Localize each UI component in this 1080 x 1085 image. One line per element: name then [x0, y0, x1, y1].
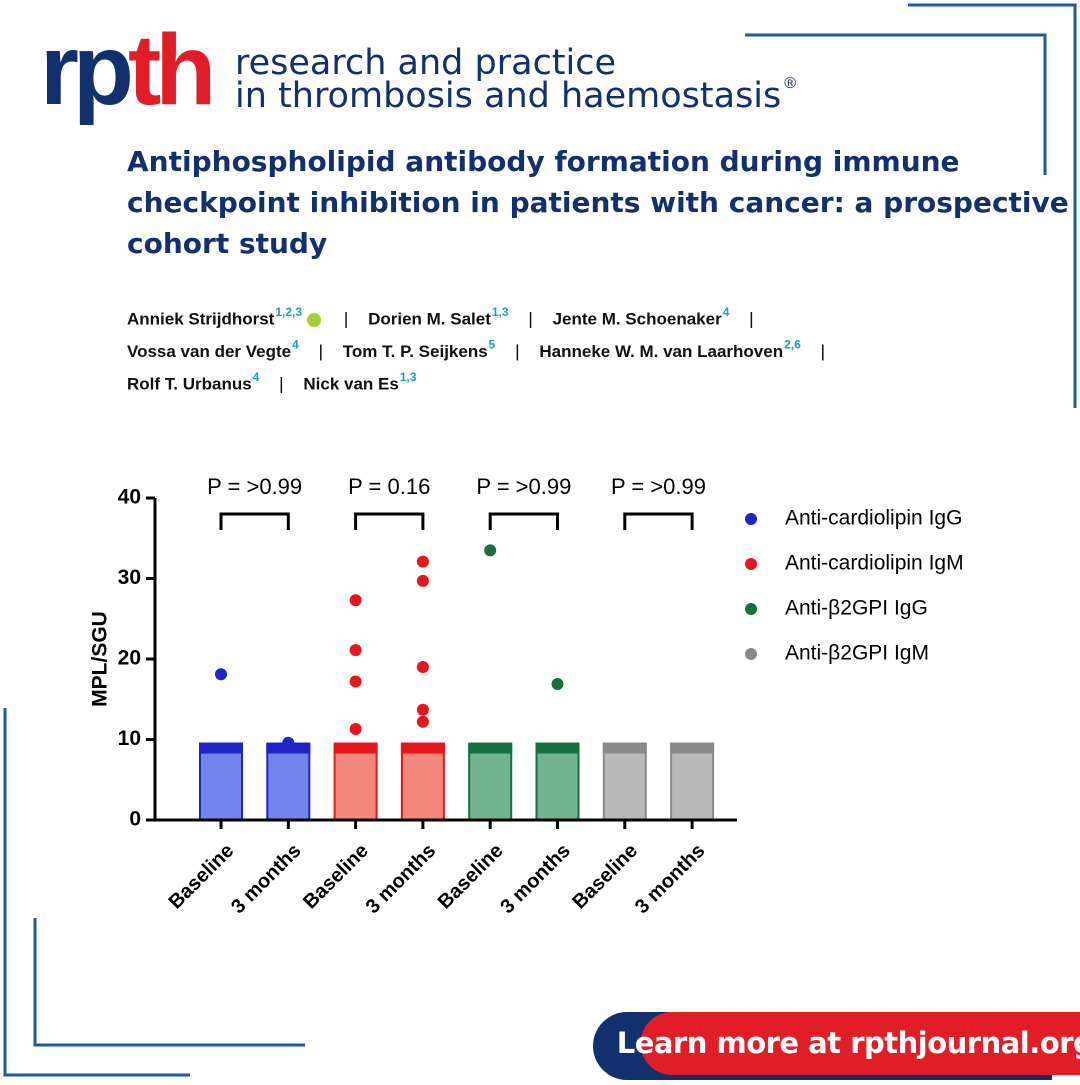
bar-median — [603, 744, 647, 754]
bar-median — [334, 744, 378, 754]
author-name: Vossa van der Vegte — [127, 342, 291, 361]
author-affiliation: 1,3 — [400, 370, 417, 384]
legend-label: Anti-β2GPI IgG — [785, 597, 928, 620]
article-title: Antiphospholipid antibody formation duri… — [127, 145, 960, 178]
author-name: Dorien M. Salet — [368, 309, 491, 328]
author-name: Rolf T. Urbanus — [127, 374, 252, 393]
bar-median — [536, 744, 580, 754]
author-affiliation: 5 — [489, 338, 496, 352]
author-name: Tom T. P. Seijkens — [343, 342, 488, 361]
data-point — [350, 676, 362, 688]
legend-label: Anti-β2GPI IgM — [785, 642, 929, 665]
author-name: Anniek Strijdhorst — [127, 309, 275, 328]
p-value: P = >0.99 — [611, 474, 706, 499]
bar — [267, 744, 309, 820]
y-tick-label: 10 — [118, 727, 141, 750]
data-point — [417, 661, 429, 673]
x-tick-label: 3 months — [227, 840, 305, 918]
x-tick-label: 3 months — [496, 840, 574, 918]
author-affiliation: 1,2,3 — [275, 305, 302, 319]
comparison-bracket — [625, 514, 692, 530]
data-point — [417, 575, 429, 587]
logo-th: th — [128, 14, 210, 126]
bar — [537, 744, 579, 820]
data-point — [417, 556, 429, 568]
author-affiliation: 4 — [723, 305, 730, 319]
data-point — [215, 668, 227, 680]
y-tick-label: 20 — [118, 647, 141, 670]
data-point — [417, 704, 429, 716]
legend-label: Anti-cardiolipin IgM — [785, 552, 964, 575]
data-point — [282, 737, 294, 749]
author-affiliation: 4 — [253, 370, 260, 384]
cta-text[interactable]: Learn more at rpthjournal.org — [617, 1026, 1080, 1060]
bar-median — [468, 744, 512, 754]
data-point — [350, 723, 362, 735]
legend-marker — [745, 648, 757, 660]
author-name: Hanneke W. M. van Laarhoven — [539, 342, 783, 361]
x-tick-label: 3 months — [362, 840, 440, 918]
frame-line — [5, 708, 190, 1075]
bar — [671, 744, 713, 820]
data-point — [417, 716, 429, 728]
bar — [402, 744, 444, 820]
frame-line — [35, 918, 305, 1045]
bar — [604, 744, 646, 820]
y-tick-label: 30 — [118, 566, 141, 589]
y-tick-label: 0 — [129, 808, 141, 831]
author-affiliation: 4 — [292, 338, 299, 352]
y-axis-label: MPL/SGU — [89, 611, 112, 707]
logo: rpth — [40, 14, 210, 126]
data-point — [552, 678, 564, 690]
legend-marker — [745, 558, 757, 570]
bar — [335, 744, 377, 820]
bar — [469, 744, 511, 820]
p-value: P = >0.99 — [207, 474, 302, 499]
legend-label: Anti-cardiolipin IgG — [785, 507, 962, 530]
bar-median — [401, 744, 445, 754]
legend-marker — [745, 513, 757, 525]
author-name: Jente M. Schoenaker — [553, 309, 723, 328]
journal-line: in thrombosis and haemostasis — [235, 76, 781, 116]
comparison-bracket — [356, 514, 423, 530]
registered-mark: ® — [784, 75, 796, 92]
author-affiliation: 1,3 — [492, 305, 509, 319]
logo-rp: rp — [40, 14, 130, 126]
bar-median — [670, 744, 714, 754]
comparison-bracket — [221, 514, 288, 530]
p-value: P = >0.99 — [476, 474, 571, 499]
article-title: cohort study — [127, 227, 327, 260]
x-tick-label: 3 months — [631, 840, 709, 918]
orcid-icon — [307, 313, 321, 327]
y-tick-label: 40 — [118, 486, 141, 509]
comparison-bracket — [490, 514, 557, 530]
author-affiliation: 2,6 — [784, 338, 801, 352]
data-point — [484, 544, 496, 556]
data-point — [350, 594, 362, 606]
article-title: checkpoint inhibition in patients with c… — [127, 186, 1069, 219]
legend-marker — [745, 603, 757, 615]
bar — [200, 744, 242, 820]
bar-median — [199, 744, 243, 754]
p-value: P = 0.16 — [348, 474, 430, 499]
author-name: Nick van Es — [303, 374, 398, 393]
data-point — [350, 644, 362, 656]
